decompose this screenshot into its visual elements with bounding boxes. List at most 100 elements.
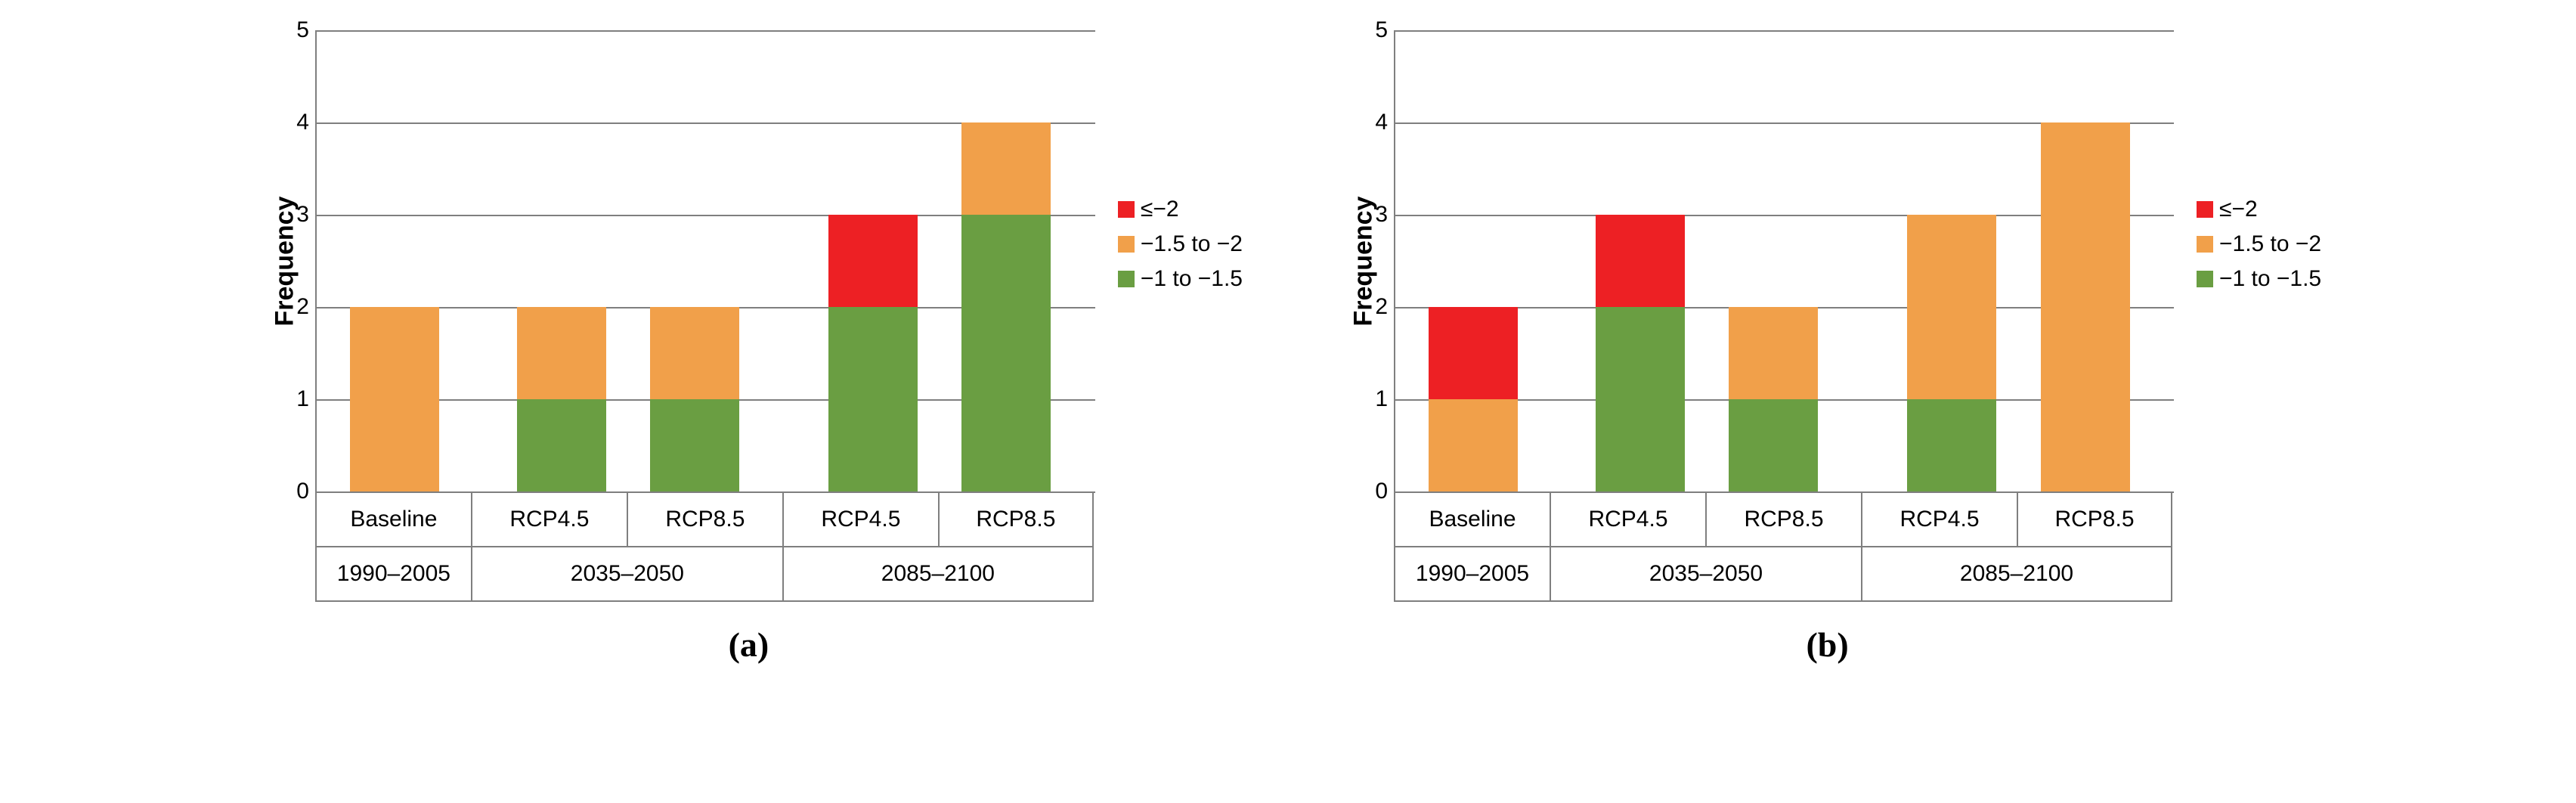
legend-label: −1 to −1.5: [1141, 266, 1243, 292]
bar-segment-orange: [1429, 399, 1518, 491]
x-period-label: 2035–2050: [471, 547, 782, 602]
x-scenario-label: Baseline: [1394, 493, 1550, 547]
bar-segment-green: [1907, 399, 1996, 491]
legend-item: −1 to −1.5: [2197, 266, 2321, 292]
legend-item: ≤−2: [2197, 197, 2321, 222]
legend-swatch-orange: [1118, 236, 1135, 253]
bar-segment-green: [650, 399, 739, 491]
bar-segment-red: [828, 215, 918, 307]
bar-category: [1729, 30, 1818, 491]
legend-item: −1.5 to −2: [2197, 231, 2321, 257]
y-tick-label: 5: [1375, 17, 1395, 43]
panel-label-a: (a): [729, 625, 769, 665]
bar-stack: [517, 307, 606, 491]
period-group: [1551, 30, 1862, 491]
x-scenario-label: RCP4.5: [1861, 493, 2017, 547]
chart-row: Frequency012345BaselineRCP4.5RCP8.5RCP4.…: [255, 30, 1243, 602]
bar-stack: [1429, 307, 1518, 491]
y-tick-label: 4: [1375, 110, 1395, 135]
x-axis-period-row: 1990–20052035–20502085–2100: [1394, 547, 2172, 602]
period-group: [317, 30, 472, 491]
bar-category: [961, 30, 1051, 491]
bar-stack: [350, 307, 439, 491]
legend-label: −1.5 to −2: [2219, 231, 2321, 257]
legend-label: −1.5 to −2: [1141, 231, 1243, 257]
legend: ≤−2 −1.5 to −2 −1 to −1.5: [2174, 197, 2321, 292]
chart-row: Frequency012345BaselineRCP4.5RCP8.5RCP4.…: [1333, 30, 2321, 602]
legend-swatch-green: [2197, 271, 2213, 287]
x-axis-period-row: 1990–20052035–20502085–2100: [315, 547, 1094, 602]
bar-segment-orange: [1729, 307, 1818, 399]
x-scenario-label: RCP4.5: [1550, 493, 1705, 547]
bar-segment-red: [1596, 215, 1685, 307]
bar-segment-green: [1729, 399, 1818, 491]
period-group: [784, 30, 1095, 491]
bar-category: [1429, 30, 1518, 491]
bar-stack: [1729, 307, 1818, 491]
x-period-label: 2085–2100: [1861, 547, 2172, 602]
legend-swatch-green: [1118, 271, 1135, 287]
bar-category: [350, 30, 439, 491]
y-tick-label: 4: [296, 110, 317, 135]
panel-a: Frequency012345BaselineRCP4.5RCP8.5RCP4.…: [255, 30, 1243, 665]
y-tick-label: 5: [296, 17, 317, 43]
x-scenario-label: Baseline: [315, 493, 471, 547]
panel-b: Frequency012345BaselineRCP4.5RCP8.5RCP4.…: [1333, 30, 2321, 665]
x-period-label: 1990–2005: [1394, 547, 1550, 602]
bar-stack: [2041, 122, 2130, 491]
legend-label: ≤−2: [1141, 197, 1179, 222]
y-axis-label: Frequency: [270, 196, 299, 326]
legend-label: −1 to −1.5: [2219, 266, 2321, 292]
bar-stack: [828, 215, 918, 491]
panel-label-b: (b): [1806, 625, 1848, 665]
legend-swatch-red: [1118, 201, 1135, 218]
x-scenario-label: RCP4.5: [471, 493, 627, 547]
y-axis-label-wrap: Frequency: [255, 30, 315, 491]
plot-area-a: 012345: [315, 30, 1095, 493]
x-period-label: 2085–2100: [782, 547, 1094, 602]
bar-category: [1596, 30, 1685, 491]
y-tick-label: 1: [1375, 386, 1395, 412]
bar-stack: [1596, 215, 1685, 491]
bar-category: [517, 30, 606, 491]
x-scenario-label: RCP8.5: [938, 493, 1094, 547]
bar-segment-green: [517, 399, 606, 491]
legend-item: ≤−2: [1118, 197, 1243, 222]
bar-stack: [650, 307, 739, 491]
bar-category: [828, 30, 918, 491]
bar-stack: [961, 122, 1051, 491]
x-axis: BaselineRCP4.5RCP8.5RCP4.5RCP8.51990–200…: [315, 493, 1094, 602]
plot-area-b: 012345: [1394, 30, 2174, 493]
bar-segment-green: [1596, 307, 1685, 491]
legend-item: −1.5 to −2: [1118, 231, 1243, 257]
y-axis-label-wrap: Frequency: [1333, 30, 1394, 491]
legend-swatch-red: [2197, 201, 2213, 218]
bars: [317, 30, 1095, 491]
x-scenario-label: RCP8.5: [1705, 493, 1861, 547]
period-group: [1862, 30, 2174, 491]
x-scenario-label: RCP8.5: [627, 493, 782, 547]
bar-segment-orange: [650, 307, 739, 399]
y-tick-label: 2: [1375, 294, 1395, 320]
y-tick-label: 3: [1375, 202, 1395, 228]
chart-body: 012345BaselineRCP4.5RCP8.5RCP4.5RCP8.519…: [1394, 30, 2174, 602]
bar-category: [1907, 30, 1996, 491]
bar-segment-orange: [961, 122, 1051, 215]
bar-category: [650, 30, 739, 491]
period-group: [472, 30, 783, 491]
bar-segment-orange: [2041, 122, 2130, 491]
bar-segment-red: [1429, 307, 1518, 399]
period-group: [1395, 30, 1551, 491]
bar-segment-green: [828, 307, 918, 491]
legend-item: −1 to −1.5: [1118, 266, 1243, 292]
bars: [1395, 30, 2174, 491]
x-period-label: 1990–2005: [315, 547, 471, 602]
y-axis-label: Frequency: [1349, 196, 1379, 326]
x-scenario-label: RCP8.5: [2017, 493, 2172, 547]
y-tick-label: 0: [1375, 479, 1395, 504]
bar-segment-orange: [350, 307, 439, 491]
x-scenario-label: RCP4.5: [782, 493, 938, 547]
x-period-label: 2035–2050: [1550, 547, 1861, 602]
bar-segment-orange: [517, 307, 606, 399]
x-axis-scenario-row: BaselineRCP4.5RCP8.5RCP4.5RCP8.5: [315, 493, 1094, 547]
